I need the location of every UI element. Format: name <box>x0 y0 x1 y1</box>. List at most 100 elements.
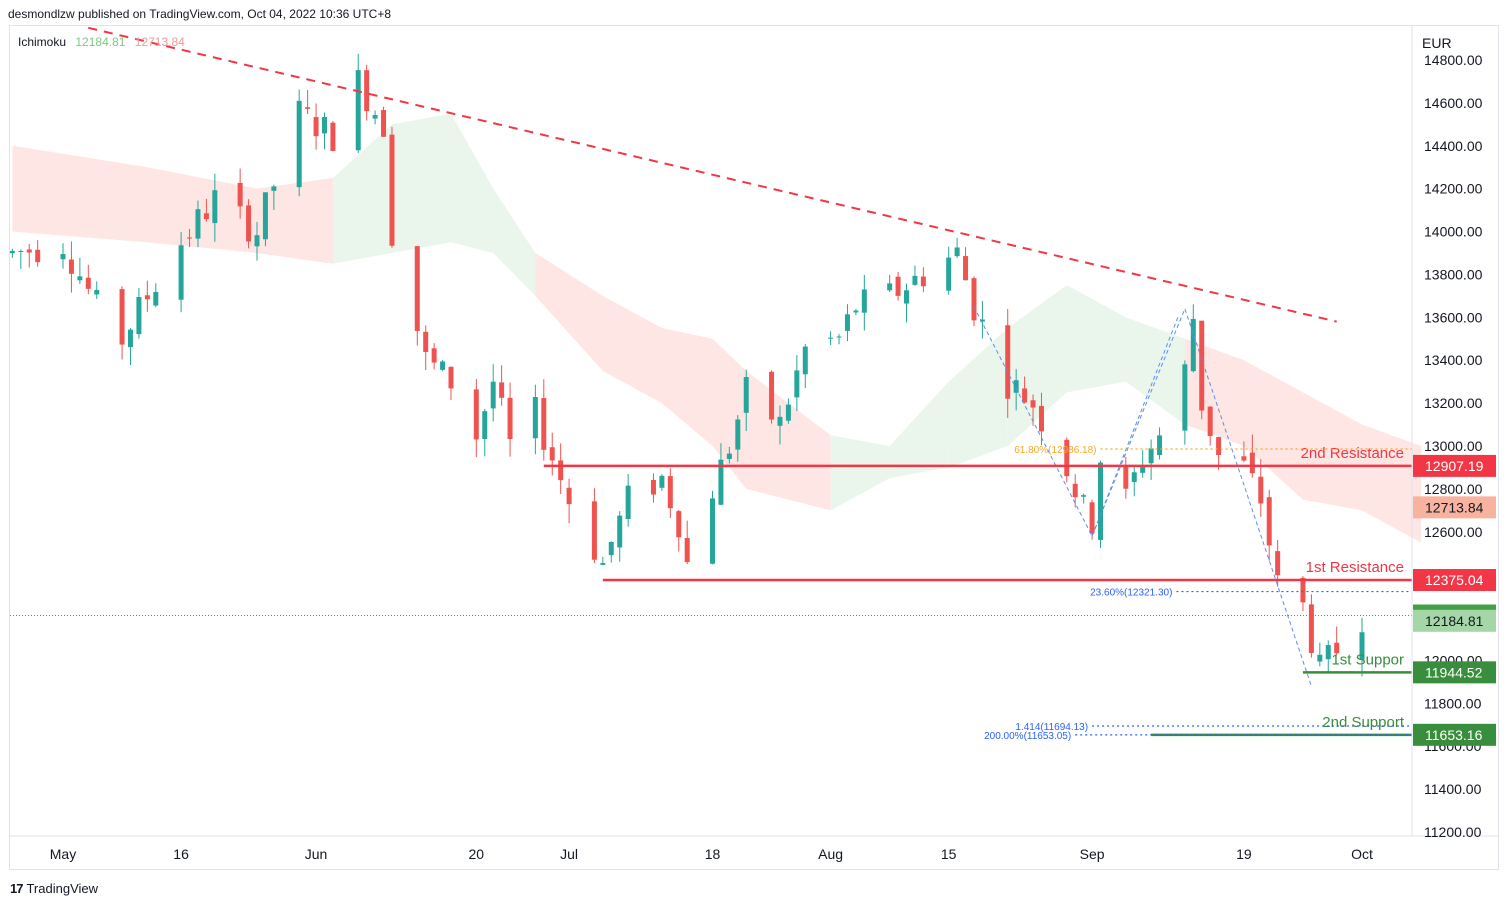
candle <box>718 443 724 506</box>
candle <box>1249 434 1255 478</box>
candle <box>887 274 893 292</box>
y-tick-label: 14000.00 <box>1424 224 1483 240</box>
candle <box>381 106 387 137</box>
candle <box>566 478 572 524</box>
candle <box>1157 427 1163 460</box>
candle <box>710 490 715 565</box>
price-tag-label: 12184.81 <box>1425 613 1484 629</box>
fib-label: 1.414(11694.13) <box>1015 722 1088 733</box>
candle <box>844 304 850 342</box>
candle <box>684 520 690 565</box>
candle <box>187 229 193 248</box>
cloud-segment <box>257 177 333 264</box>
candle <box>68 241 74 293</box>
candle <box>920 267 926 293</box>
price-tag-label: 12907.19 <box>1425 458 1484 474</box>
indicator-legend[interactable]: Ichimoku 12184.81 12713.84 <box>18 35 191 49</box>
y-tick-label: 13600.00 <box>1424 309 1483 325</box>
y-tick-label: 14600.00 <box>1424 95 1483 111</box>
tradingview-logo-icon: 17 <box>10 881 24 896</box>
candle <box>94 281 100 299</box>
candle <box>1072 474 1078 508</box>
y-tick-label: 13000.00 <box>1424 438 1483 454</box>
candle <box>1317 642 1323 667</box>
candle <box>794 355 800 412</box>
candle <box>246 199 252 249</box>
candle <box>667 468 673 519</box>
candle <box>954 237 960 258</box>
candle <box>499 365 505 406</box>
price-tag: 12713.84 <box>1413 496 1496 519</box>
price-tag: 12184.81 <box>1413 609 1496 632</box>
x-tick-label: Oct <box>1351 846 1373 862</box>
candle <box>1216 436 1222 471</box>
candle <box>743 369 749 432</box>
candles <box>9 53 1365 677</box>
candle <box>769 370 775 424</box>
candle <box>1207 406 1213 446</box>
cloud-segment <box>451 113 494 253</box>
y-tick-label: 13400.00 <box>1424 352 1483 368</box>
cloud-segment <box>830 435 890 511</box>
candle <box>1258 459 1264 517</box>
y-tick-label: 13200.00 <box>1424 395 1483 411</box>
x-tick-label: 20 <box>469 846 485 862</box>
x-tick-label: 19 <box>1236 846 1252 862</box>
cloud-segment <box>332 124 392 264</box>
price-tag-label: 11944.52 <box>1425 664 1483 680</box>
candle <box>532 384 538 455</box>
candle <box>1359 617 1365 677</box>
candle <box>271 184 277 210</box>
candle <box>802 344 808 388</box>
candle <box>777 405 783 445</box>
candle <box>1266 489 1272 561</box>
tradingview-brand[interactable]: 17 TradingView <box>10 881 98 896</box>
candle <box>971 276 977 327</box>
level-label-r1: 1st Resistance <box>1306 559 1404 576</box>
level-label-s1: 1st Suppor <box>1331 651 1404 668</box>
fib-label: 200.00%(11653.05) <box>984 731 1071 742</box>
candle <box>473 379 479 457</box>
price-tag-label: 11653.16 <box>1425 727 1483 743</box>
candle <box>448 366 454 400</box>
cloud-segment <box>1302 392 1362 511</box>
level-label-s2: 2nd Support <box>1322 714 1405 731</box>
cloud-segment <box>1066 285 1126 393</box>
cloud-segment <box>661 328 713 446</box>
price-tag: 11653.16 <box>1413 723 1496 746</box>
candle <box>136 287 142 339</box>
x-tick-label: Jul <box>560 846 578 862</box>
x-tick-label: Jun <box>305 846 328 862</box>
candle <box>431 343 437 370</box>
candle <box>372 110 378 125</box>
candle <box>144 280 150 312</box>
candle <box>414 245 420 346</box>
candle <box>389 126 395 248</box>
candle <box>617 511 623 562</box>
candle <box>1308 594 1314 658</box>
candle <box>785 398 791 424</box>
candle <box>1131 465 1137 497</box>
candle <box>313 103 319 150</box>
candle <box>1038 392 1044 446</box>
zigzag-line <box>973 306 1312 687</box>
candle <box>1190 304 1196 373</box>
candle <box>895 271 901 301</box>
x-tick-label: 15 <box>941 846 957 862</box>
price-tag: 11944.52 <box>1413 661 1496 684</box>
candle <box>853 308 859 316</box>
x-tick-label: May <box>50 846 76 862</box>
candle <box>296 89 302 197</box>
candle <box>423 325 429 370</box>
candle <box>1098 460 1104 548</box>
trendline <box>88 26 1337 323</box>
candle <box>625 474 631 527</box>
x-tick-label: 16 <box>173 846 189 862</box>
candle <box>321 112 327 150</box>
candle <box>1199 320 1205 420</box>
chart-frame <box>9 25 1499 870</box>
candle <box>195 200 201 248</box>
candle <box>1089 499 1095 540</box>
candle <box>1148 439 1154 480</box>
